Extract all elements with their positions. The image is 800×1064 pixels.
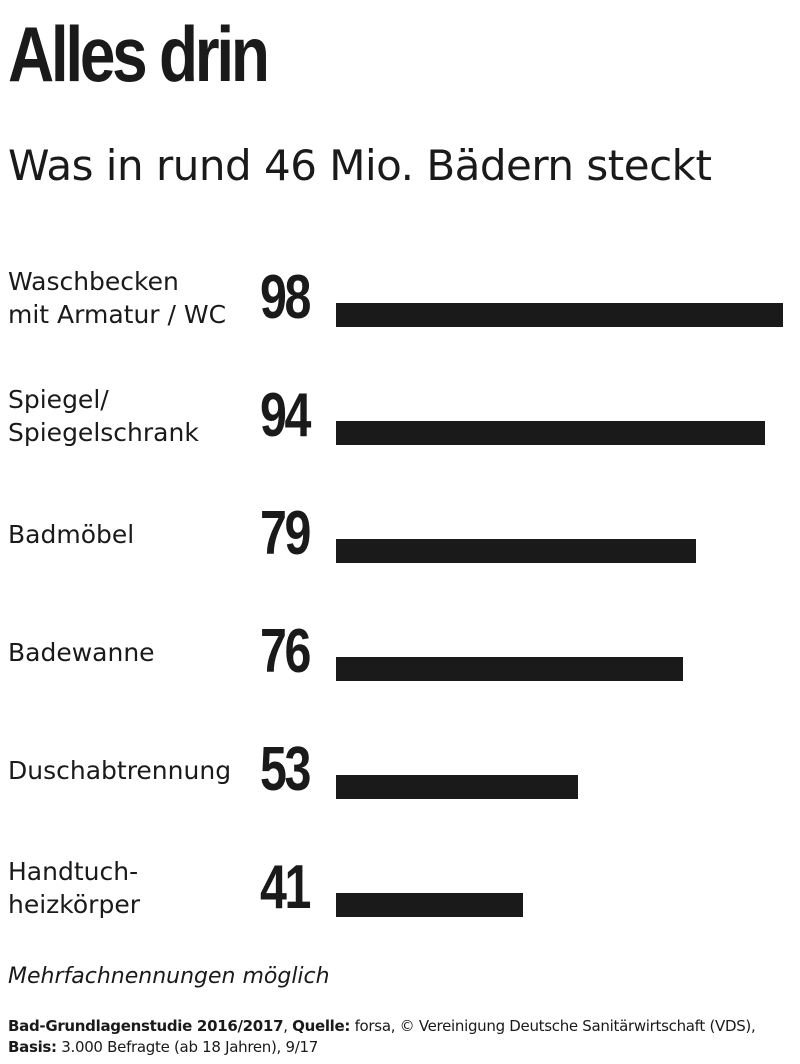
bar [336, 775, 578, 799]
study-label: Bad-Grundlagenstudie 2016/2017 [8, 1017, 284, 1035]
bar-row: Handtuch- heizkörper 41 [0, 838, 800, 938]
category-label: Waschbecken mit Armatur / WC [8, 267, 227, 329]
category-label: Badewanne [8, 637, 155, 667]
bar-row: Badmöbel 79 [0, 484, 800, 584]
category-label: Spiegel/ Spiegelschrank [8, 385, 199, 447]
bar-row: Duschabtrennung 53 [0, 720, 800, 820]
bar-row: Spiegel/ Spiegelschrank 94 [0, 366, 800, 466]
bar [336, 539, 697, 563]
value-label: 98 [260, 263, 311, 332]
basis-label: Basis: [8, 1038, 57, 1056]
value-label: 53 [260, 735, 311, 804]
source-footnote: Bad-Grundlagenstudie 2016/2017, Quelle: … [8, 1016, 798, 1058]
category-label: Badmöbel [8, 519, 135, 549]
bar [336, 893, 523, 917]
bar-chart: Waschbecken mit Armatur / WC 98 Spiegel/ S… [0, 248, 800, 960]
source-text: forsa, © Vereinigung Deutsche Sanitärwir… [354, 1017, 756, 1035]
value-label: 76 [260, 617, 311, 686]
bar [336, 657, 683, 681]
basis-text: 3.000 Befragte (ab 18 Jahren), 9/17 [61, 1038, 318, 1056]
source-separator: , [283, 1017, 293, 1035]
bar-row: Badewanne 76 [0, 602, 800, 702]
category-label: Duschabtrennung [8, 755, 232, 785]
bar-row: Waschbecken mit Armatur / WC 98 [0, 248, 800, 348]
chart-subtitle: Was in rund 46 Mio. Bädern steckt [8, 141, 712, 190]
bar [336, 303, 783, 327]
value-label: 94 [260, 381, 311, 450]
source-label: Quelle: [292, 1017, 351, 1035]
value-label: 41 [260, 853, 311, 922]
value-label: 79 [260, 499, 311, 568]
chart-title: Alles drin [8, 10, 270, 98]
chart-note: Mehrfachnennungen möglich [8, 964, 330, 989]
bar [336, 421, 765, 445]
category-label: Handtuch- heizkörper [8, 857, 140, 919]
